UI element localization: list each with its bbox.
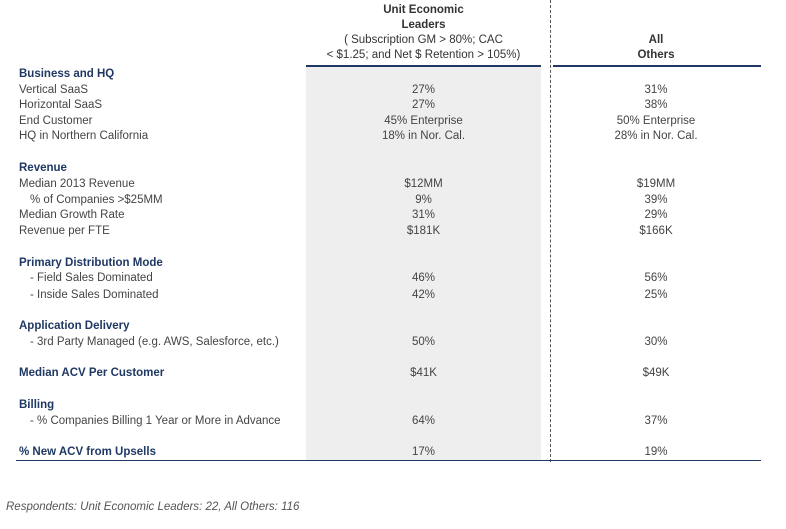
leaders-value: 46%	[411, 272, 436, 284]
leaders-header-rule	[306, 65, 541, 67]
table-row: Median 2013 Revenue $12MM $19MM	[0, 176, 786, 192]
table-bottom-rule	[16, 460, 761, 461]
row-label: - 3rd Party Managed (e.g. AWS, Salesforc…	[30, 336, 279, 348]
section-median-acv: Median ACV Per Customer $41K $49K	[0, 365, 786, 381]
row-label: HQ in Northern California	[19, 130, 149, 142]
leaders-header-criteria-line1: ( Subscription GM > 80%; CAC	[344, 34, 503, 46]
others-value: 37%	[644, 415, 668, 427]
others-column-header: All Others	[551, 33, 761, 63]
others-value: 19%	[644, 446, 668, 458]
others-value: 25%	[644, 289, 668, 301]
others-value: 30%	[644, 336, 668, 348]
leaders-value: 18% in Nor. Cal.	[381, 130, 466, 142]
row-label: - Inside Sales Dominated	[30, 289, 159, 301]
table-row: - % Companies Billing 1 Year or More in …	[0, 413, 786, 429]
table-row: HQ in Northern California 18% in Nor. Ca…	[0, 128, 786, 144]
leaders-value: 31%	[411, 209, 436, 221]
table-row: Horizontal SaaS 27% 38%	[0, 97, 786, 113]
leaders-column-header: Unit Economic Leaders ( Subscription GM …	[306, 3, 541, 63]
table-row: - Field Sales Dominated 46% 56%	[0, 270, 786, 286]
row-label: % of Companies >$25MM	[30, 194, 163, 206]
section-heading: Median ACV Per Customer	[19, 367, 165, 379]
section-application-delivery: Application Delivery	[0, 318, 786, 334]
section-heading: Application Delivery	[19, 320, 130, 332]
others-value: 39%	[644, 194, 668, 206]
table-row: - Inside Sales Dominated 42% 25%	[0, 287, 786, 303]
section-revenue: Revenue	[0, 160, 786, 176]
others-header-title-line1: All	[648, 34, 664, 46]
table-row: Revenue per FTE $181K $166K	[0, 223, 786, 239]
leaders-value: 50%	[411, 336, 436, 348]
leaders-header-title-line1: Unit Economic	[383, 4, 464, 16]
section-heading: % New ACV from Upsells	[19, 446, 156, 458]
others-value: $166K	[639, 225, 673, 237]
others-value: $49K	[642, 367, 670, 379]
leaders-value: 42%	[411, 289, 436, 301]
leaders-value: 17%	[411, 446, 436, 458]
section-billing: Billing	[0, 397, 786, 413]
row-label: Median Growth Rate	[19, 209, 125, 221]
row-label: Median 2013 Revenue	[19, 178, 135, 190]
section-heading: Primary Distribution Mode	[19, 257, 163, 269]
others-value: 29%	[644, 209, 668, 221]
others-header-title-line2: Others	[637, 49, 675, 61]
leaders-value: $181K	[406, 225, 441, 237]
section-upsells: % New ACV from Upsells 17% 19%	[0, 444, 786, 460]
others-value: $19MM	[636, 178, 676, 190]
leaders-value: $41K	[410, 367, 437, 379]
table-row: End Customer 45% Enterprise 50% Enterpri…	[0, 113, 786, 129]
row-label: Revenue per FTE	[19, 225, 110, 237]
leaders-value: 27%	[411, 99, 436, 111]
section-distribution-mode: Primary Distribution Mode	[0, 255, 786, 271]
section-heading: Business and HQ	[19, 68, 115, 80]
leaders-value: 64%	[411, 415, 436, 427]
leaders-value: 27%	[411, 84, 436, 96]
others-value: 50% Enterprise	[616, 115, 696, 127]
respondents-footnote: Respondents: Unit Economic Leaders: 22, …	[6, 501, 300, 513]
section-heading: Billing	[19, 399, 55, 411]
section-business-hq: Business and HQ	[0, 66, 786, 82]
column-divider	[550, 0, 551, 462]
table-row: % of Companies >$25MM 9% 39%	[0, 192, 786, 208]
leaders-value: 9%	[415, 194, 432, 206]
leaders-value: $12MM	[404, 178, 443, 190]
others-value: 56%	[644, 272, 668, 284]
leaders-value: 45% Enterprise	[384, 115, 463, 127]
row-label: End Customer	[19, 115, 93, 127]
table-row: - 3rd Party Managed (e.g. AWS, Salesforc…	[0, 334, 786, 350]
others-value: 31%	[644, 84, 668, 96]
table-row: Median Growth Rate 31% 29%	[0, 207, 786, 223]
row-label: - Field Sales Dominated	[30, 272, 153, 284]
row-label: Horizontal SaaS	[19, 99, 103, 111]
table-row: Vertical SaaS 27% 31%	[0, 82, 786, 98]
row-label: - % Companies Billing 1 Year or More in …	[30, 415, 281, 427]
row-label: Vertical SaaS	[19, 84, 89, 96]
others-header-rule	[553, 65, 761, 67]
section-heading: Revenue	[19, 162, 67, 174]
leaders-header-title-line2: Leaders	[401, 19, 446, 31]
others-value: 38%	[644, 99, 668, 111]
leaders-column-shading	[306, 67, 541, 460]
leaders-header-criteria-line2: < $1.25; and Net $ Retention > 105%)	[326, 49, 521, 61]
others-value: 28% in Nor. Cal.	[614, 130, 698, 142]
